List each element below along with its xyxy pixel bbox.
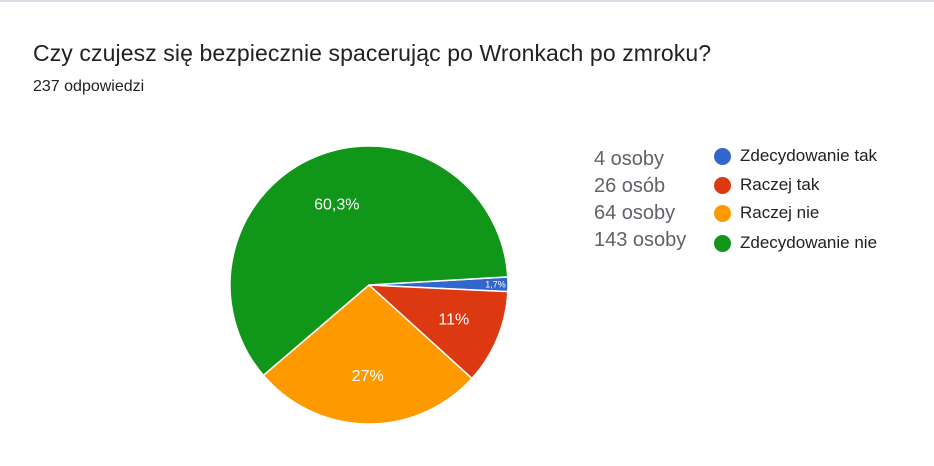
legend-label: Zdecydowanie tak [740, 146, 878, 165]
slice-label-zdecydowanie-nie: 60,3% [314, 197, 359, 214]
legend-item-raczej-nie[interactable]: Raczej nie [714, 203, 819, 223]
legend-item-zdecydowanie-tak[interactable]: Zdecydowanie tak [714, 146, 877, 166]
slice-label-zdecydowanie-tak: 1,7% [485, 279, 506, 289]
legend-count-2: 64 osoby [594, 202, 676, 224]
legend-count-1: 26 osób [594, 175, 666, 197]
legend-count-3: 143 osoby [594, 229, 687, 251]
legend-item-zdecydowanie-nie[interactable]: Zdecydowanie nie [714, 233, 877, 253]
legend-label: Raczej tak [740, 175, 820, 194]
pie-slice-zdecydowanie-nie[interactable] [229, 145, 509, 377]
legend-swatch [714, 147, 731, 165]
legend-label: Raczej nie [740, 203, 820, 222]
legend-label: Zdecydowanie nie [740, 233, 878, 252]
pie-slice-raczej-tak[interactable] [366, 284, 509, 380]
legend-swatch [714, 234, 731, 252]
legend-count-0: 4 osoby [594, 148, 665, 170]
top-divider [0, 0, 934, 2]
slice-label-raczej-tak: 11% [438, 312, 469, 329]
legend-swatch [714, 176, 731, 194]
question-title: Czy czujesz się bezpiecznie spacerując p… [33, 40, 712, 66]
pie-slice-raczej-nie[interactable] [262, 284, 473, 425]
slice-label-raczej-nie: 27% [352, 368, 384, 385]
legend-swatch [714, 204, 731, 222]
response-count: 237 odpowiedzi [33, 78, 145, 95]
legend-item-raczej-tak[interactable]: Raczej tak [714, 175, 819, 195]
